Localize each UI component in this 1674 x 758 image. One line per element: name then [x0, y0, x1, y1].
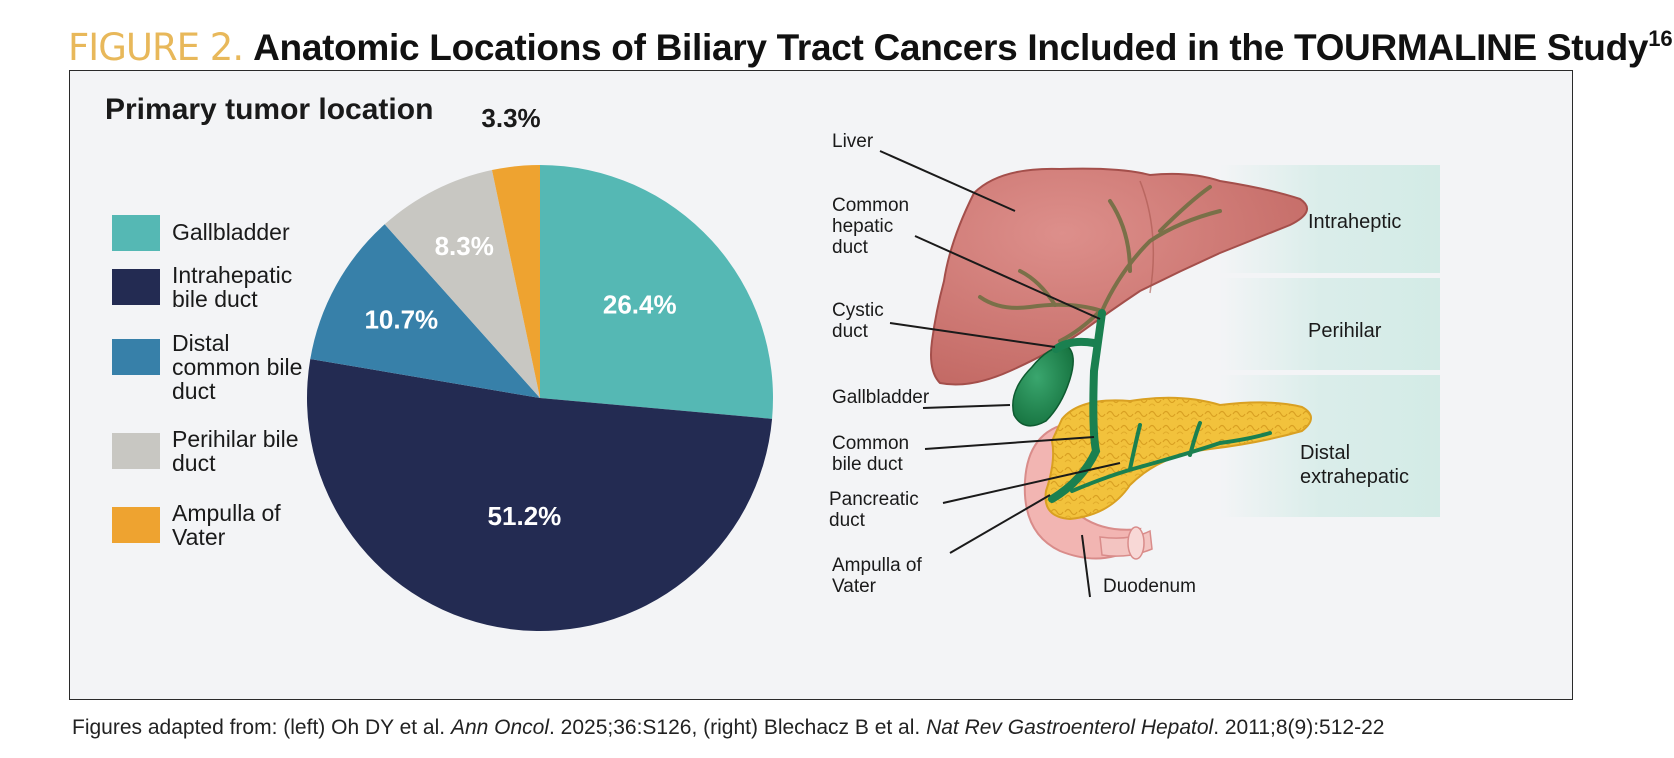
- label-pancreatic-duct: Pancreatic duct: [829, 489, 919, 531]
- legend-swatch-perihilar: [112, 433, 160, 469]
- pie-label-perihilar: 8.3%: [435, 231, 494, 261]
- label-liver: Liver: [832, 131, 874, 152]
- legend-label-intrahepatic: Intrahepatic bile duct: [172, 262, 293, 312]
- pie-label-distal: 10.7%: [364, 304, 438, 334]
- legend-label-distal: Distal common bile duct: [172, 330, 303, 404]
- band-distal: [1220, 375, 1440, 517]
- anatomy-diagram: [879, 150, 1312, 598]
- duodenum-end: [1127, 526, 1145, 560]
- legend-label-ampulla: Ampulla of Vater: [172, 500, 281, 550]
- figure-panel: 26.4% 51.2% 10.7% 8.3% 3.3%: [69, 70, 1573, 700]
- band-perihilar: [1220, 278, 1440, 370]
- chart-title: Primary tumor location: [105, 93, 434, 126]
- figure-title: FIGURE 2. Anatomic Locations of Biliary T…: [68, 14, 1674, 73]
- legend-label-perihilar: Perihilar bile duct: [172, 426, 299, 476]
- figure-caption: Figures adapted from: (left) Oh DY et al…: [72, 716, 1384, 740]
- label-cystic-duct: Cystic duct: [832, 300, 884, 342]
- pie-slice-intrahepatic: [307, 358, 773, 632]
- pancreatic-duct: [1070, 421, 1272, 493]
- legend-swatch-gallbladder: [112, 215, 160, 251]
- intrahepatic-ducts: [978, 185, 1222, 343]
- label-ampulla-of-vater: Ampulla of Vater: [832, 555, 922, 597]
- region-label-intrahepatic: Intraheptic: [1308, 211, 1402, 233]
- figure-label: FIGURE 2.: [68, 26, 244, 69]
- caption-prefix: Figures adapted from: (left) Oh DY et al…: [72, 716, 451, 739]
- label-gallbladder: Gallbladder: [832, 387, 930, 408]
- leader-lines: [879, 150, 1121, 598]
- figure-title-text: Anatomic Locations of Biliary Tract Canc…: [253, 27, 1649, 68]
- pancreas-shape: [1044, 396, 1312, 521]
- pie-label-ampulla: 3.3%: [481, 103, 540, 133]
- pie-label-intrahepatic: 51.2%: [488, 501, 562, 531]
- pie-slice-distal: [310, 224, 540, 398]
- region-label-distal-extrahepatic: Distal extrahepatic: [1300, 442, 1409, 488]
- pie-slice-gallbladder: [540, 165, 773, 419]
- legend-label-gallbladder: Gallbladder: [172, 219, 290, 245]
- pie-slice-ampulla: [491, 165, 540, 398]
- label-common-bile-duct: Common bile duct: [832, 433, 910, 475]
- liver-lobe-line: [1139, 180, 1155, 294]
- caption-journal-2: Nat Rev Gastroenterol Hepatol: [926, 716, 1214, 739]
- pie-slice-perihilar: [384, 170, 540, 398]
- bile-ducts: [1048, 309, 1106, 503]
- region-label-perihilar: Perihilar: [1308, 320, 1382, 342]
- legend-swatch-ampulla: [112, 507, 160, 543]
- legend-swatch-intrahepatic: [112, 269, 160, 305]
- panel-graphics: 26.4% 51.2% 10.7% 8.3% 3.3%: [307, 103, 1440, 632]
- figure-title-superscript: 16,17: [1648, 26, 1674, 51]
- legend-swatch-distal: [112, 339, 160, 375]
- pie-label-gallbladder: 26.4%: [603, 290, 677, 320]
- caption-citation-1: . 2025;36:S126, (right) Blechacz B et al…: [549, 716, 927, 739]
- caption-journal-1: Ann Oncol: [450, 716, 550, 739]
- label-common-hepatic-duct: Common hepatic duct: [832, 195, 910, 258]
- pie-chart: 26.4% 51.2% 10.7% 8.3% 3.3%: [307, 103, 773, 632]
- label-duodenum: Duodenum: [1103, 576, 1196, 597]
- caption-citation-2: . 2011;8(9):512-22: [1213, 716, 1385, 739]
